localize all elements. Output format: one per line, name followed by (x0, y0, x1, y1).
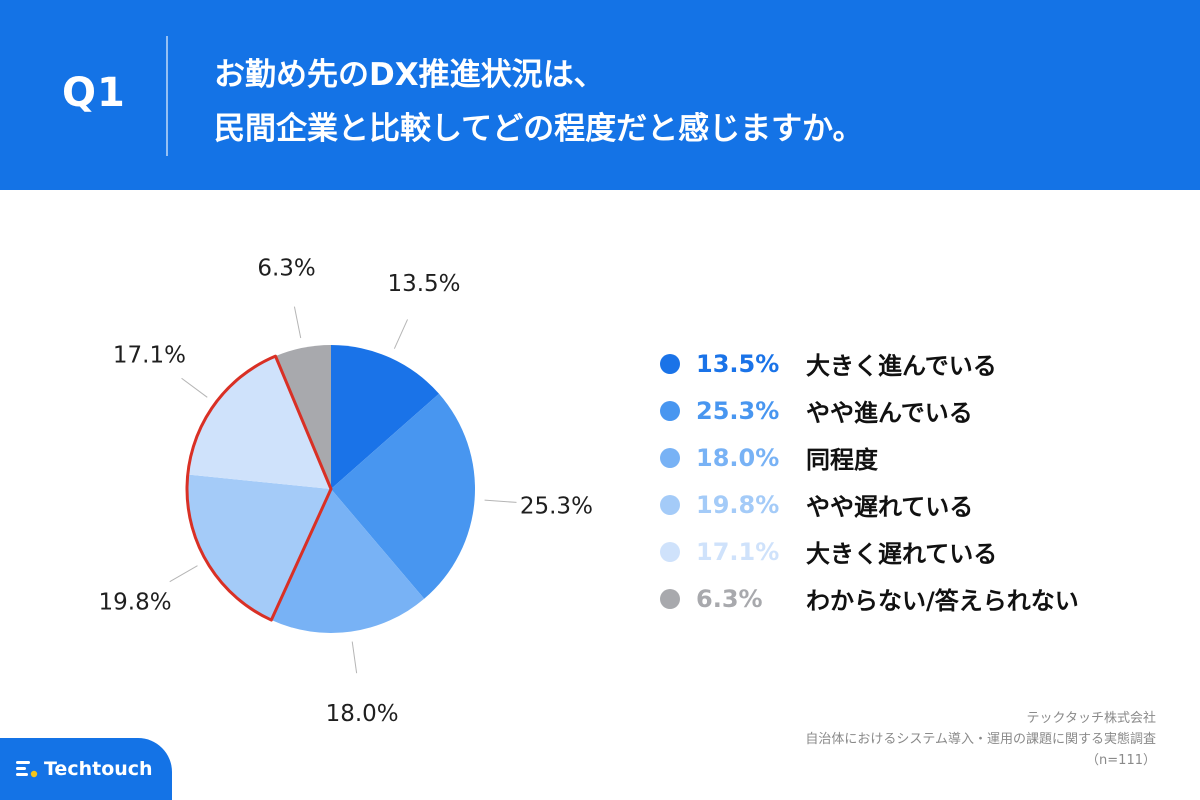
logo-mark-icon (16, 760, 38, 778)
data-label: 13.5% (387, 271, 460, 297)
legend-label: わからない/答えられない (806, 581, 1079, 616)
leader-line (170, 566, 198, 582)
legend-label: 大きく進んでいる (806, 346, 997, 381)
legend-percent: 19.8% (696, 491, 806, 519)
legend-percent: 18.0% (696, 444, 806, 472)
legend-dot (660, 448, 680, 468)
source-survey: 自治体におけるシステム導入・運用の課題に関する実態調査 (805, 729, 1156, 750)
data-label: 25.3% (520, 493, 593, 519)
data-label: 18.0% (326, 701, 399, 727)
legend-item: 6.3% わからない/答えられない (660, 575, 1079, 622)
data-label: 17.1% (113, 342, 186, 368)
sample-size: （n=111） (805, 750, 1156, 771)
legend-dot (660, 354, 680, 374)
legend-item: 17.1% 大きく遅れている (660, 528, 1079, 575)
legend: 13.5% 大きく進んでいる 25.3% やや進んでいる 18.0% 同程度 1… (660, 340, 1079, 622)
legend-item: 19.8% やや遅れている (660, 481, 1079, 528)
legend-label: 同程度 (806, 440, 878, 475)
legend-dot (660, 589, 680, 609)
legend-dot (660, 542, 680, 562)
leader-line (485, 500, 517, 502)
legend-percent: 17.1% (696, 538, 806, 566)
source-note: テックタッチ株式会社 自治体におけるシステム導入・運用の課題に関する実態調査 （… (805, 708, 1156, 771)
legend-label: 大きく遅れている (806, 534, 997, 569)
legend-percent: 13.5% (696, 350, 806, 378)
data-label: 6.3% (257, 255, 315, 281)
legend-item: 13.5% 大きく進んでいる (660, 340, 1079, 387)
legend-item: 25.3% やや進んでいる (660, 387, 1079, 434)
legend-label: やや進んでいる (806, 393, 973, 428)
techtouch-logo: Techtouch (16, 758, 153, 780)
legend-percent: 6.3% (696, 585, 806, 613)
legend-item: 18.0% 同程度 (660, 434, 1079, 481)
legend-dot (660, 495, 680, 515)
leader-line (182, 378, 208, 397)
legend-percent: 25.3% (696, 397, 806, 425)
logo-text: Techtouch (44, 758, 153, 780)
legend-label: やや遅れている (806, 487, 973, 522)
source-company: テックタッチ株式会社 (805, 708, 1156, 729)
data-label: 19.8% (99, 590, 172, 616)
legend-dot (660, 401, 680, 421)
leader-line (294, 307, 300, 338)
leader-line (394, 319, 407, 348)
leader-line (352, 642, 356, 674)
